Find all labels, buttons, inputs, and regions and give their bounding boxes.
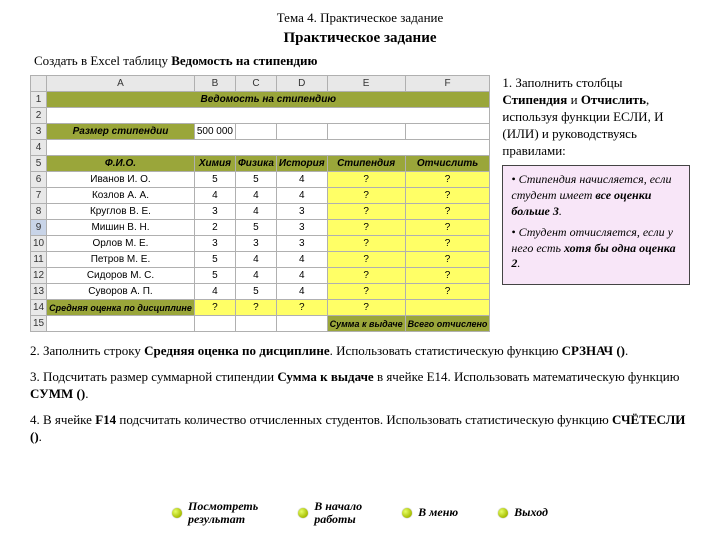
size-value: 500 000 [194,124,235,140]
excel-table: A B C D E F 1Ведомость на стипендию 2 3 … [30,75,490,332]
avg-label: Средняя оценка по дисциплине [47,300,195,316]
nav-start[interactable]: В начало работы [298,500,362,526]
nav-exit[interactable]: Выход [498,500,548,526]
table-row-name: Круглов В. Е. [47,204,195,220]
intro-text: Создать в Excel таблицу Ведомость на сти… [34,53,690,69]
table-row-name: Сидоров М. С. [47,268,195,284]
col-headers: A B C D E F [31,76,490,92]
rules-box: • Стипендия начисляется, если студент им… [502,165,690,285]
bullet-icon [498,508,508,518]
table-row-name: Петров М. Е. [47,252,195,268]
sheet-title: Ведомость на стипендию [47,92,490,108]
size-label: Размер стипендии [47,124,195,140]
nav-bar: Посмотреть результат В начало работы В м… [0,500,720,526]
steps: 2. Заполнить строку Средняя оценка по ди… [30,342,690,446]
table-row-name: Козлов А. А. [47,188,195,204]
table-row-name: Суворов А. П. [47,284,195,300]
table-row-name: Орлов М. Е. [47,236,195,252]
intro-prefix: Создать в Excel таблицу [34,53,171,68]
total-label: Всего отчислено [405,316,490,332]
bullet-icon [402,508,412,518]
nav-result[interactable]: Посмотреть результат [172,500,258,526]
table-row-name: Мишин В. Н. [47,220,195,236]
bullet-icon [172,508,182,518]
table-row-name: Иванов И. О. [47,172,195,188]
assignment-title: Практическое задание [30,30,690,47]
side-instructions: 1. Заполнить столбцы Стипендия и Отчисли… [502,75,690,285]
topic-label: Тема 4. Практическое задание [30,10,690,26]
bullet-icon [298,508,308,518]
nav-menu[interactable]: В меню [402,500,458,526]
excel-screenshot: A B C D E F 1Ведомость на стипендию 2 3 … [30,75,490,332]
sum-label: Сумма к выдаче [327,316,405,332]
intro-bold: Ведомость на стипендию [171,53,317,68]
